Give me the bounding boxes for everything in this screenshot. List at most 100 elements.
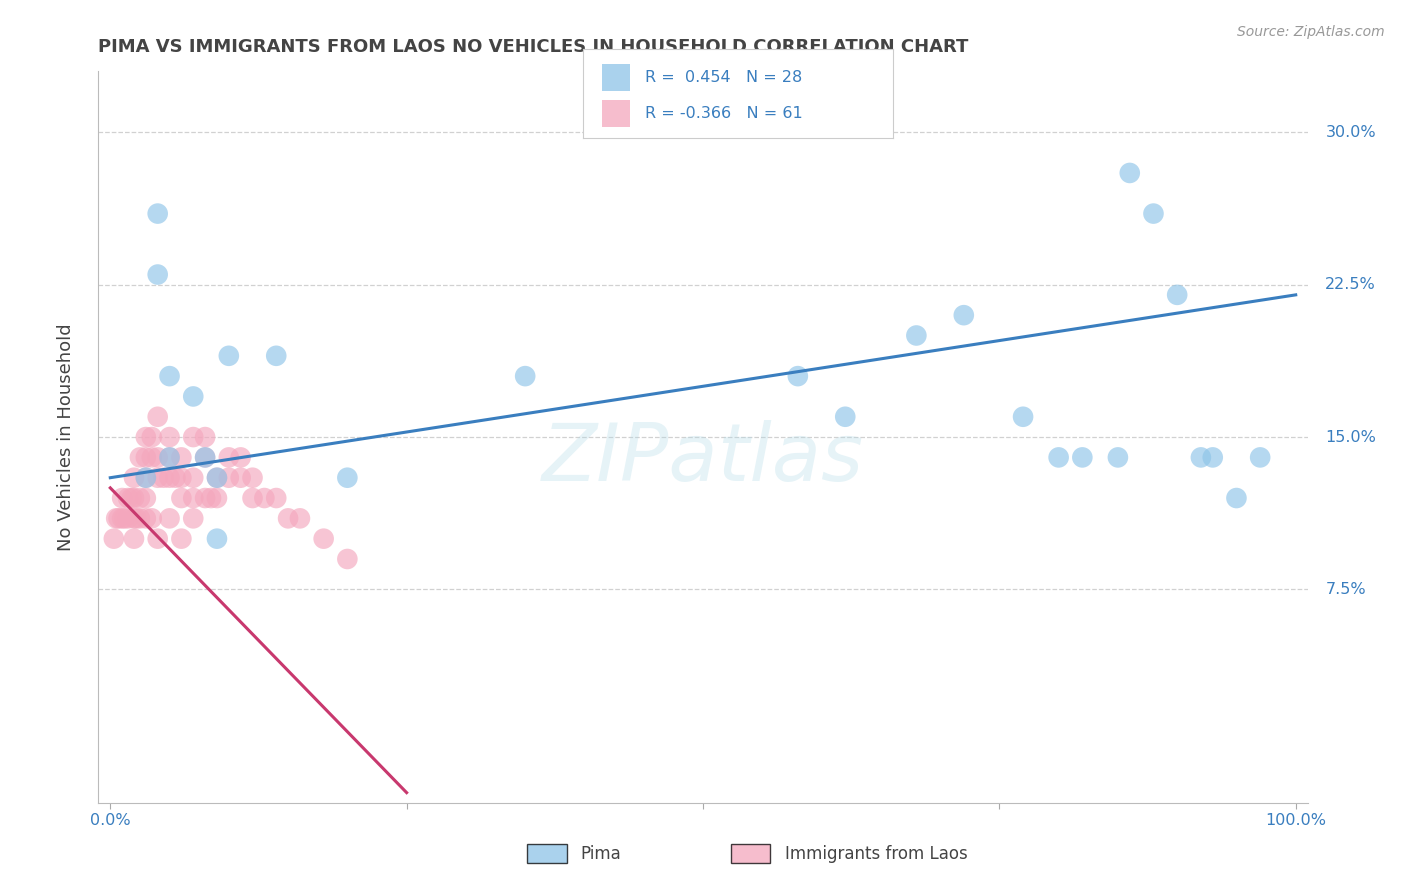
Point	[264, 349, 287, 363]
Point	[159, 430, 181, 444]
Point	[141, 511, 163, 525]
Point	[218, 349, 240, 363]
Point	[103, 532, 125, 546]
Point	[152, 471, 174, 485]
Point	[125, 511, 148, 525]
Point	[229, 450, 252, 465]
Point	[181, 471, 204, 485]
Point	[170, 471, 193, 485]
Point	[129, 491, 152, 505]
Bar	[602, 64, 630, 91]
Point	[165, 471, 187, 485]
Point	[117, 491, 139, 505]
Point	[336, 552, 359, 566]
Text: 22.5%: 22.5%	[1326, 277, 1376, 293]
Point	[107, 511, 129, 525]
Point	[1012, 409, 1035, 424]
Point	[1142, 206, 1164, 220]
Text: Pima: Pima	[581, 845, 621, 863]
Point	[121, 491, 143, 505]
Point	[135, 471, 157, 485]
Point	[336, 471, 359, 485]
Point	[129, 450, 152, 465]
Point	[114, 511, 136, 525]
Point	[1166, 288, 1188, 302]
Point	[218, 450, 240, 465]
Point	[200, 491, 222, 505]
Text: ZIPatlas: ZIPatlas	[541, 420, 865, 498]
Point	[170, 491, 193, 505]
Point	[105, 511, 128, 525]
Point	[181, 491, 204, 505]
Point	[111, 491, 134, 505]
Point	[146, 206, 169, 220]
Point	[1225, 491, 1247, 505]
Point	[264, 491, 287, 505]
Point	[1249, 450, 1271, 465]
Point	[194, 491, 217, 505]
Point	[170, 532, 193, 546]
Point	[170, 450, 193, 465]
Text: Immigrants from Laos: Immigrants from Laos	[785, 845, 967, 863]
Bar	[602, 100, 630, 127]
Point	[242, 471, 264, 485]
Point	[159, 471, 181, 485]
Point	[1119, 166, 1142, 180]
Point	[1189, 450, 1212, 465]
Point	[135, 430, 157, 444]
Point	[205, 471, 228, 485]
Point	[135, 491, 157, 505]
Point	[515, 369, 537, 384]
Point	[117, 511, 139, 525]
Point	[194, 450, 217, 465]
Point	[1047, 450, 1070, 465]
Point	[159, 450, 181, 465]
Point	[277, 511, 299, 525]
Point	[146, 532, 169, 546]
Point	[834, 409, 856, 424]
Point	[288, 511, 311, 525]
Point	[253, 491, 276, 505]
Text: R =  0.454   N = 28: R = 0.454 N = 28	[645, 70, 803, 85]
Point	[159, 450, 181, 465]
Point	[129, 511, 152, 525]
Text: PIMA VS IMMIGRANTS FROM LAOS NO VEHICLES IN HOUSEHOLD CORRELATION CHART: PIMA VS IMMIGRANTS FROM LAOS NO VEHICLES…	[98, 38, 969, 56]
Point	[181, 511, 204, 525]
Point	[159, 369, 181, 384]
Point	[905, 328, 928, 343]
Point	[194, 430, 217, 444]
Point	[122, 532, 145, 546]
Point	[1071, 450, 1094, 465]
Text: 15.0%: 15.0%	[1326, 430, 1376, 444]
Point	[141, 450, 163, 465]
Point	[218, 471, 240, 485]
Point	[1202, 450, 1225, 465]
Point	[181, 430, 204, 444]
Point	[141, 430, 163, 444]
Point	[1107, 450, 1129, 465]
Point	[122, 491, 145, 505]
Point	[229, 471, 252, 485]
Point	[122, 471, 145, 485]
Point	[242, 491, 264, 505]
Text: Source: ZipAtlas.com: Source: ZipAtlas.com	[1237, 25, 1385, 39]
Point	[146, 450, 169, 465]
Point	[312, 532, 335, 546]
Point	[146, 409, 169, 424]
Point	[135, 450, 157, 465]
Text: 7.5%: 7.5%	[1326, 582, 1367, 597]
Point	[111, 511, 134, 525]
Point	[952, 308, 974, 322]
Point	[135, 471, 157, 485]
Point	[135, 511, 157, 525]
Point	[146, 268, 169, 282]
Point	[146, 471, 169, 485]
Point	[786, 369, 808, 384]
Point	[205, 491, 228, 505]
Text: 30.0%: 30.0%	[1326, 125, 1376, 140]
Y-axis label: No Vehicles in Household: No Vehicles in Household	[56, 323, 75, 551]
Point	[159, 511, 181, 525]
Point	[181, 389, 204, 403]
Text: R = -0.366   N = 61: R = -0.366 N = 61	[645, 106, 803, 120]
Point	[205, 532, 228, 546]
